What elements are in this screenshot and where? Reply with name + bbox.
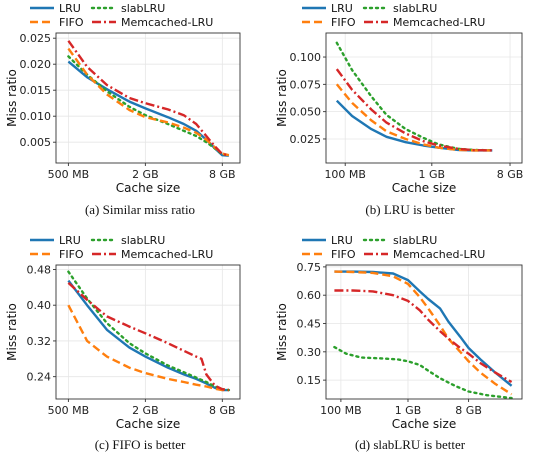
y-tick-label: 0.010: [20, 110, 52, 123]
y-tick-label: 0.60: [297, 289, 322, 302]
x-tick-label: 500 MB: [48, 168, 90, 181]
series-line-fifo: [337, 84, 493, 150]
y-axis-label: Miss ratio: [5, 69, 19, 127]
x-tick-label: 100 MB: [320, 404, 362, 417]
x-tick-label: 1 GB: [419, 168, 446, 181]
legend-label-lru: LRU: [59, 2, 81, 15]
x-tick-label: 100 MB: [324, 168, 366, 181]
legend-label-fifo: FIFO: [331, 248, 356, 261]
chart-panel-1: 100 MB 1 GB 8 GB 0.025 0.050 0.075 0.100 Cache …: [275, 2, 523, 217]
legend-label-slablru: slabLRU: [121, 2, 165, 15]
legend-label-memcached-lru: Memcached-LRU: [393, 248, 485, 261]
y-tick-label: 0.025: [20, 32, 52, 45]
legend: LRU slabLRU FIFO Memcached-LRU: [30, 2, 213, 29]
y-tick-label: 0.025: [290, 133, 322, 146]
y-tick-label: 0.40: [27, 299, 52, 312]
x-tick-label: 2 GB: [132, 168, 159, 181]
x-tick-label: 8 GB: [455, 404, 482, 417]
y-tick-label: 0.30: [297, 346, 322, 359]
y-axis-label: Miss ratio: [275, 303, 289, 361]
y-tick-label: 0.015: [20, 84, 52, 97]
y-tick-label: 0.020: [20, 58, 52, 71]
x-tick-label: 8 GB: [209, 404, 236, 417]
chart-panel-2: 500 MB 2 GB 8 GB 0.24 0.32 0.40 0.48 Cache size…: [5, 234, 240, 452]
legend-label-fifo: FIFO: [331, 16, 356, 29]
panel-caption: (d) slabLRU is better: [355, 437, 466, 452]
panel-caption: (a) Similar miss ratio: [85, 202, 195, 217]
series-line-slablru: [334, 347, 511, 398]
x-axis-label: Cache size: [392, 181, 456, 195]
series-line-fifo: [68, 305, 229, 390]
legend-label-memcached-lru: Memcached-LRU: [121, 248, 213, 261]
x-tick-label: 2 GB: [132, 404, 159, 417]
x-tick-label: 1 GB: [395, 404, 422, 417]
series-line-memcached-lru: [334, 291, 511, 383]
y-tick-label: 0.45: [297, 318, 322, 331]
x-tick-label: 8 GB: [497, 168, 524, 181]
y-tick-label: 0.48: [27, 263, 52, 276]
y-axis-label: Miss ratio: [5, 303, 19, 361]
legend-label-memcached-lru: Memcached-LRU: [121, 16, 213, 29]
legend-label-slablru: slabLRU: [393, 234, 437, 247]
plot-frame: [326, 265, 522, 399]
y-tick-label: 0.100: [290, 51, 322, 64]
legend-label-slablru: slabLRU: [121, 234, 165, 247]
series-line-fifo: [334, 272, 511, 395]
legend-label-slablru: slabLRU: [393, 2, 437, 15]
y-tick-label: 0.15: [297, 374, 322, 387]
x-tick-label: 500 MB: [48, 404, 90, 417]
chart-panel-0: 500 MB 2 GB 8 GB 0.005 0.010 0.015 0.020 0.025 C…: [5, 2, 240, 217]
legend: LRU slabLRU FIFO Memcached-LRU: [302, 234, 485, 261]
series-line-lru: [334, 272, 511, 386]
x-axis-label: Cache size: [116, 181, 180, 195]
x-axis-label: Cache size: [392, 417, 456, 431]
legend-label-lru: LRU: [59, 234, 81, 247]
y-tick-label: 0.32: [27, 335, 52, 348]
y-tick-label: 0.075: [290, 78, 322, 91]
series-line-slablru: [68, 272, 229, 390]
y-tick-label: 0.24: [27, 371, 52, 384]
panel-caption: (c) FIFO is better: [95, 437, 186, 452]
legend-label-fifo: FIFO: [59, 16, 84, 29]
panel-caption: (b) LRU is better: [365, 202, 455, 217]
legend-label-fifo: FIFO: [59, 248, 84, 261]
legend: LRU slabLRU FIFO Memcached-LRU: [302, 2, 485, 29]
y-axis-label: Miss ratio: [275, 69, 289, 127]
x-tick-label: 8 GB: [209, 168, 236, 181]
x-axis-label: Cache size: [116, 417, 180, 431]
y-tick-label: 0.005: [20, 136, 52, 149]
y-tick-label: 0.050: [290, 106, 322, 119]
legend-label-lru: LRU: [331, 2, 353, 15]
legend: LRU slabLRU FIFO Memcached-LRU: [30, 234, 213, 261]
legend-label-lru: LRU: [331, 234, 353, 247]
chart-panel-3: 100 MB 1 GB 8 GB 0.15 0.30 0.45 0.60 0.75 Cache …: [275, 234, 522, 452]
legend-label-memcached-lru: Memcached-LRU: [393, 16, 485, 29]
y-tick-label: 0.75: [297, 261, 322, 274]
